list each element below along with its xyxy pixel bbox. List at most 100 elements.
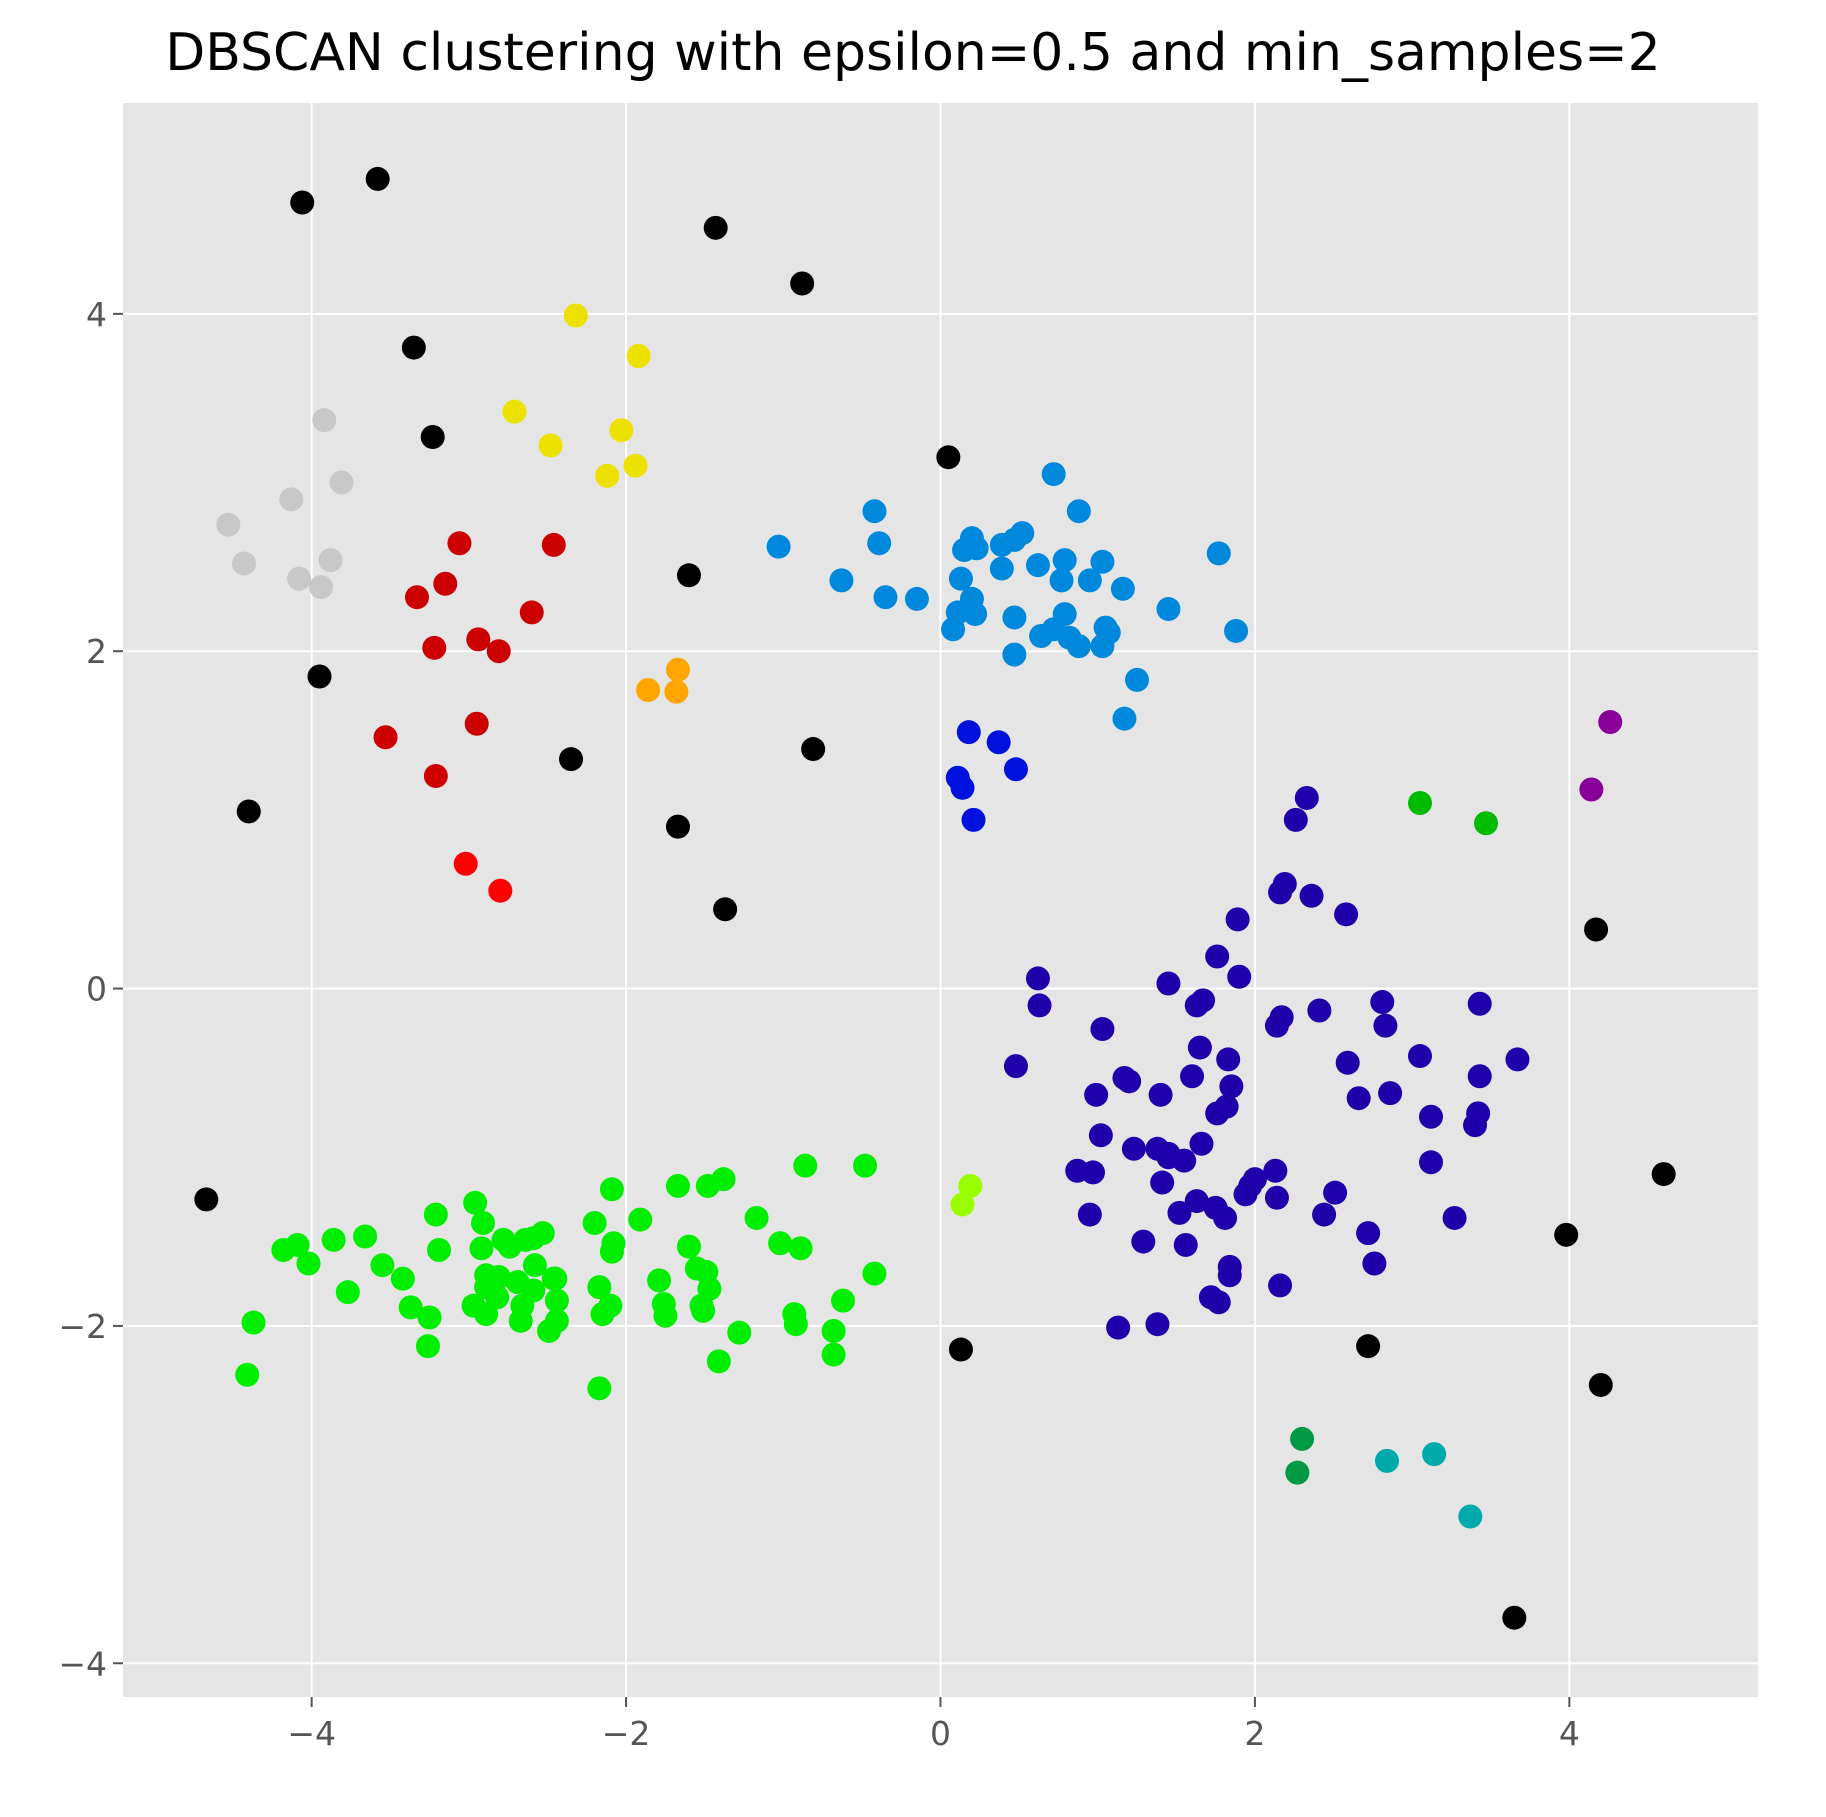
data-point	[1233, 1182, 1258, 1207]
data-point	[941, 617, 966, 642]
data-point	[488, 878, 513, 903]
data-point	[1505, 1047, 1530, 1072]
data-point	[1356, 1221, 1381, 1246]
cluster-series	[453, 851, 513, 903]
data-point	[1002, 642, 1027, 667]
data-point	[1419, 1104, 1443, 1129]
data-point	[1025, 966, 1050, 991]
data-point	[538, 433, 563, 458]
data-point	[417, 1305, 442, 1330]
data-point	[1110, 576, 1135, 601]
data-point	[831, 1288, 856, 1313]
cluster-series	[950, 1173, 983, 1217]
data-point	[647, 1268, 672, 1293]
data-point	[986, 730, 1011, 755]
cluster-series	[502, 303, 651, 488]
data-point	[1264, 1013, 1289, 1038]
data-point	[563, 303, 588, 328]
data-point	[329, 470, 354, 495]
cluster-series	[235, 1153, 887, 1401]
data-point	[989, 556, 1014, 581]
data-point	[1217, 1263, 1242, 1288]
data-point	[1346, 1086, 1371, 1111]
data-point	[401, 335, 426, 360]
data-point	[766, 534, 791, 559]
data-point	[587, 1376, 612, 1401]
data-point	[1373, 1013, 1398, 1038]
data-point	[1025, 553, 1050, 578]
data-point	[1407, 1044, 1432, 1069]
data-point	[370, 1253, 395, 1278]
data-point	[1066, 634, 1091, 659]
data-point	[415, 1334, 440, 1359]
data-point	[1467, 1064, 1492, 1089]
data-point	[420, 424, 445, 449]
data-point	[1131, 1229, 1156, 1254]
data-point	[1077, 1202, 1102, 1227]
data-point	[1374, 1448, 1399, 1473]
data-point	[508, 1308, 533, 1333]
data-point	[1419, 1150, 1443, 1175]
chart-title: DBSCAN clustering with epsilon=0.5 and m…	[165, 23, 1661, 83]
data-point	[665, 1173, 690, 1198]
data-point	[544, 1308, 569, 1333]
data-point	[1502, 1605, 1527, 1630]
data-point	[474, 1302, 499, 1327]
data-point	[958, 1173, 983, 1198]
data-point	[1370, 990, 1395, 1015]
data-point	[1180, 1064, 1205, 1089]
data-point	[1187, 1035, 1212, 1060]
data-point	[1088, 1123, 1113, 1148]
data-point	[235, 1362, 260, 1387]
data-point	[321, 1227, 346, 1252]
data-point	[587, 1275, 612, 1300]
data-point	[1041, 462, 1066, 487]
data-point	[1049, 568, 1074, 593]
data-point	[1084, 1082, 1109, 1107]
data-point	[963, 602, 988, 627]
data-point	[1299, 883, 1324, 908]
data-point	[404, 585, 429, 610]
data-point	[1052, 548, 1077, 573]
data-point	[623, 453, 648, 478]
data-point	[665, 814, 690, 839]
cluster-series	[766, 462, 1249, 731]
data-point	[422, 635, 447, 660]
data-point	[232, 551, 257, 576]
data-point	[948, 566, 973, 591]
data-point	[1002, 605, 1027, 630]
cluster-series	[1374, 1442, 1483, 1529]
data-point	[1442, 1205, 1467, 1230]
data-point	[1117, 1069, 1142, 1094]
data-point	[788, 1236, 813, 1261]
data-point	[1090, 549, 1115, 574]
data-point	[1268, 880, 1293, 905]
data-point	[1003, 757, 1028, 782]
cluster-series	[1579, 710, 1623, 802]
data-point	[1145, 1312, 1170, 1337]
data-point	[1156, 971, 1181, 996]
data-point	[1467, 991, 1492, 1016]
data-point	[1598, 710, 1623, 735]
data-point	[466, 627, 491, 652]
data-point	[1077, 568, 1102, 593]
data-point	[307, 664, 332, 689]
x-tick-label: 4	[1559, 1714, 1580, 1753]
data-point	[522, 1253, 547, 1278]
data-point	[1579, 777, 1604, 802]
data-point	[821, 1342, 846, 1367]
data-point	[950, 775, 975, 800]
data-point	[543, 1266, 568, 1291]
data-point	[1156, 597, 1181, 622]
data-point	[695, 1173, 720, 1198]
cluster-series	[373, 531, 566, 789]
data-point	[599, 1239, 624, 1264]
data-point	[279, 487, 304, 512]
data-point	[628, 1207, 653, 1232]
data-point	[1307, 998, 1332, 1023]
data-point	[1189, 1131, 1214, 1156]
y-tick-label: 2	[86, 632, 107, 671]
x-tick-label: −4	[287, 1714, 336, 1753]
data-point	[1213, 1205, 1238, 1230]
data-point	[1219, 1074, 1244, 1099]
